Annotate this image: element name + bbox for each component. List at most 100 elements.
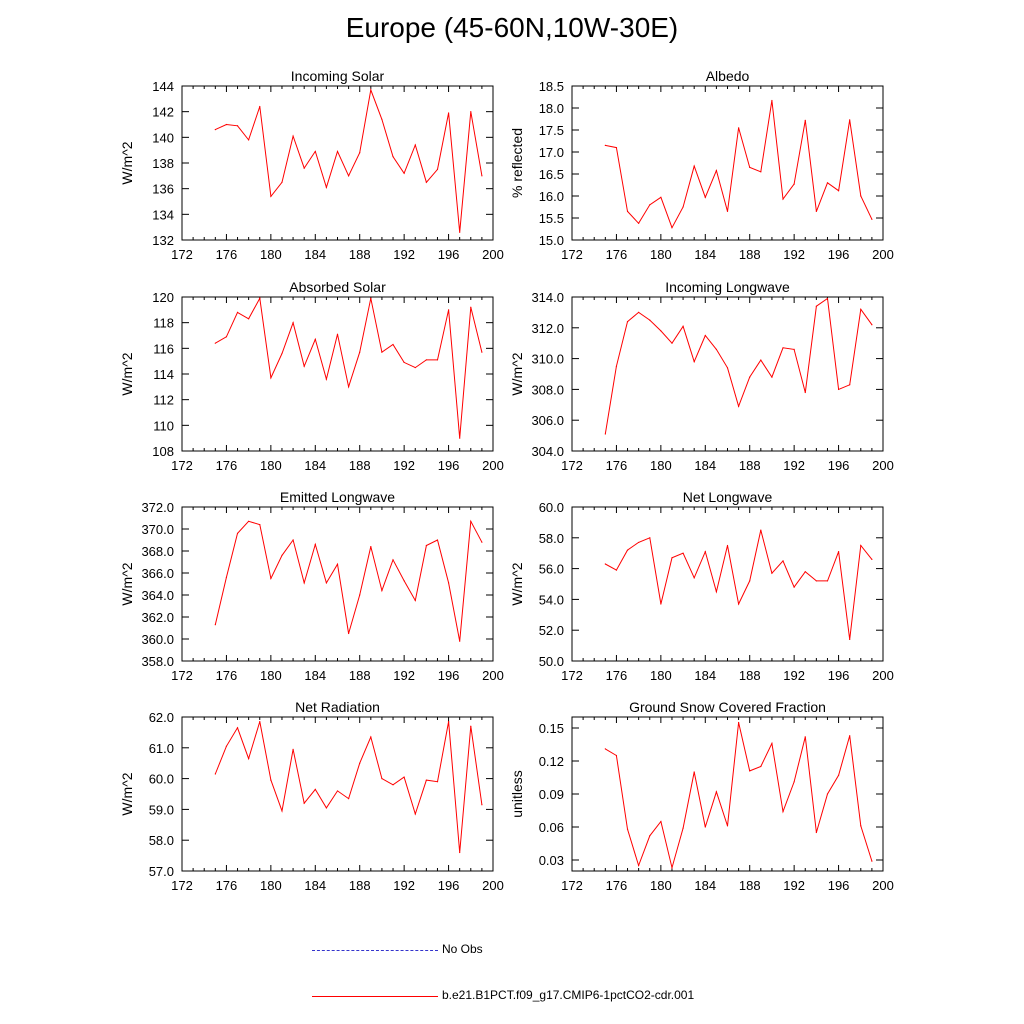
y-axis-label: W/m^2 xyxy=(119,562,135,605)
data-point xyxy=(348,175,350,177)
x-tick-label: 184 xyxy=(304,668,326,683)
series-line xyxy=(214,519,483,642)
x-tick-label: 180 xyxy=(260,878,282,893)
data-point xyxy=(638,541,640,544)
y-tick-label: 0.06 xyxy=(539,820,564,835)
y-tick-label: 120 xyxy=(152,290,174,305)
x-tick-label: 200 xyxy=(482,878,504,893)
data-point xyxy=(638,222,640,224)
data-point xyxy=(615,754,618,757)
panel-3: Incoming Longwave 172 176 180 184 188 192 196 20… xyxy=(509,279,894,473)
legend-swatch-no-obs xyxy=(312,950,438,951)
y-tick-label: 110 xyxy=(153,418,174,433)
x-tick-label: 188 xyxy=(739,247,761,262)
data-point xyxy=(782,198,784,200)
x-tick-label: 200 xyxy=(872,458,894,473)
data-point xyxy=(225,576,228,579)
series-line xyxy=(215,88,483,233)
chart-grid: Incoming Solar 172 176 180 184 188 192 196 200 13… xyxy=(119,68,894,893)
data-point xyxy=(314,788,316,790)
x-tick-label: 176 xyxy=(606,878,628,893)
data-point xyxy=(447,112,450,114)
x-tick-label: 188 xyxy=(349,668,371,683)
data-point xyxy=(826,793,829,795)
y-tick-label: 136 xyxy=(152,182,174,197)
x-tick-label: 196 xyxy=(438,878,460,893)
y-tick-label: 52.0 xyxy=(539,623,564,638)
x-tick-label: 192 xyxy=(393,458,415,473)
data-point xyxy=(459,231,461,233)
data-point xyxy=(481,541,483,543)
x-tick-label: 184 xyxy=(304,247,326,262)
data-point xyxy=(259,721,261,723)
legend-label-no-obs: No Obs xyxy=(442,942,483,956)
data-point xyxy=(771,572,773,574)
x-tick-label: 200 xyxy=(482,668,504,683)
y-tick-label: 60.0 xyxy=(149,772,174,787)
y-axis-label: W/m^2 xyxy=(119,141,135,184)
data-point xyxy=(715,591,717,593)
x-tick-label: 200 xyxy=(872,668,894,683)
x-tick-label: 172 xyxy=(171,878,193,893)
data-point xyxy=(281,554,283,557)
data-point xyxy=(370,89,372,91)
data-point xyxy=(826,297,829,300)
x-tick-label: 180 xyxy=(650,668,672,683)
y-axis-label: W/m^2 xyxy=(119,352,135,395)
data-point xyxy=(749,770,751,772)
x-tick-label: 180 xyxy=(650,878,672,893)
data-point xyxy=(414,599,416,602)
data-point xyxy=(738,721,740,724)
data-point xyxy=(738,603,740,605)
data-point xyxy=(760,359,762,361)
y-tick-label: 62.0 xyxy=(149,710,174,725)
data-point xyxy=(359,152,361,154)
data-point xyxy=(682,206,684,208)
data-point xyxy=(726,210,729,212)
data-point xyxy=(793,348,795,350)
x-tick-label: 196 xyxy=(828,878,850,893)
data-point xyxy=(693,577,695,579)
x-tick-label: 172 xyxy=(561,247,583,262)
data-point xyxy=(793,781,795,783)
data-point xyxy=(248,757,250,760)
data-point xyxy=(649,835,651,837)
x-tick-label: 172 xyxy=(171,458,193,473)
x-tick-label: 188 xyxy=(349,247,371,262)
panel-title: Ground Snow Covered Fraction xyxy=(629,699,826,715)
x-tick-label: 184 xyxy=(304,878,326,893)
y-tick-label: 306.0 xyxy=(531,413,564,428)
plot-frame xyxy=(571,716,884,872)
data-point xyxy=(314,150,316,153)
x-tick-label: 200 xyxy=(482,458,504,473)
data-point xyxy=(860,825,862,827)
data-point xyxy=(325,378,327,380)
data-point xyxy=(682,325,684,327)
y-tick-label: 360.0 xyxy=(141,632,174,647)
data-point xyxy=(749,166,751,168)
data-point xyxy=(470,725,472,727)
data-point xyxy=(715,791,717,793)
x-tick-label: 172 xyxy=(561,668,583,683)
y-tick-label: 50.0 xyxy=(539,654,564,669)
data-point xyxy=(436,359,439,361)
data-point xyxy=(871,558,873,560)
y-tick-label: 114 xyxy=(153,367,174,382)
y-tick-label: 16.0 xyxy=(539,189,564,204)
y-axis-label: W/m^2 xyxy=(119,772,135,815)
data-point xyxy=(381,778,383,780)
data-point xyxy=(225,745,228,747)
data-point xyxy=(436,539,439,541)
legend-item-model: b.e21.B1PCT.f09_g17.CMIP6-1pctCO2-cdr.00… xyxy=(312,988,872,1004)
x-tick-label: 196 xyxy=(828,668,850,683)
y-axis-label: W/m^2 xyxy=(509,352,525,395)
data-point xyxy=(259,105,261,108)
data-point xyxy=(638,311,640,313)
data-point xyxy=(871,324,873,326)
y-tick-label: 56.0 xyxy=(539,562,564,577)
x-tick-label: 192 xyxy=(783,878,805,893)
y-tick-label: 16.5 xyxy=(539,167,564,182)
data-point xyxy=(325,807,327,809)
x-tick-label: 176 xyxy=(216,668,238,683)
data-point xyxy=(860,195,862,197)
